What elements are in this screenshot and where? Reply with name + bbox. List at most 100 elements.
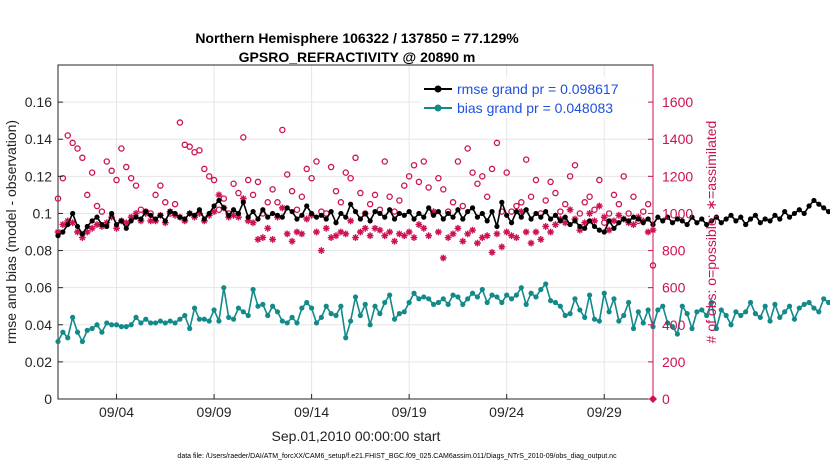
rmse-point — [660, 218, 666, 224]
possible-point — [396, 197, 403, 204]
bias-point — [626, 299, 632, 306]
y2-tick-label: 1200 — [662, 168, 693, 184]
possible-point — [532, 176, 540, 184]
possible-point — [244, 176, 252, 184]
bias-point — [387, 292, 393, 298]
assimilated-point — [454, 224, 462, 232]
possible-point — [542, 197, 549, 204]
possible-point — [639, 208, 647, 215]
rmse-point — [235, 210, 242, 217]
assimilated-point — [235, 213, 242, 221]
bias-point — [567, 311, 573, 317]
possible-point — [332, 187, 340, 195]
assimilated-point — [600, 213, 608, 221]
bias-point — [167, 318, 173, 324]
assimilated-point — [103, 219, 111, 227]
bias-point — [518, 285, 524, 291]
bias-point — [557, 303, 563, 309]
rmse-point — [230, 207, 237, 213]
bias-point — [728, 322, 734, 328]
rmse-point — [152, 216, 159, 222]
bias-point — [552, 299, 559, 306]
assimilated-point — [293, 228, 301, 236]
possible-point — [488, 165, 496, 173]
bias-point — [289, 314, 295, 320]
bias-point — [230, 316, 237, 322]
assimilated-point — [127, 213, 135, 221]
rmse-point — [309, 210, 315, 217]
possible-point — [620, 173, 627, 180]
assimilated-point — [581, 219, 589, 227]
possible-point — [127, 174, 135, 182]
possible-point — [425, 184, 432, 191]
assimilated-point — [210, 208, 218, 215]
possible-point — [615, 200, 623, 208]
possible-point — [386, 193, 393, 200]
bias-point — [791, 316, 798, 322]
rmse-point — [606, 218, 612, 224]
bias-point — [226, 314, 232, 320]
bias-point — [382, 299, 388, 306]
assimilated-point — [439, 254, 447, 262]
possible-point — [171, 200, 179, 208]
y-tick-label: 0.16 — [25, 94, 52, 110]
bias-point — [508, 296, 515, 302]
assimilated-point — [376, 226, 384, 234]
y2-tick-label: 600 — [662, 280, 686, 296]
rmse-point — [640, 220, 646, 226]
rmse-point — [289, 208, 295, 215]
bias-point — [70, 314, 76, 320]
assimilated-point — [488, 249, 496, 256]
bias-point — [543, 281, 549, 287]
possible-point — [283, 171, 291, 178]
bias-point — [357, 312, 363, 319]
bias-point — [786, 303, 793, 309]
rmse-point — [138, 216, 144, 222]
rmse-point — [411, 216, 417, 222]
bias-point — [465, 296, 471, 302]
rmse-point — [577, 223, 583, 230]
rmse-point — [547, 216, 554, 222]
bias-point — [713, 325, 720, 332]
rmse-point — [216, 197, 222, 204]
rmse-point — [143, 208, 149, 215]
rmse-point — [669, 220, 676, 226]
rmse-point — [469, 205, 476, 211]
bias-point — [528, 290, 534, 296]
assimilated-point — [352, 234, 359, 241]
assimilated-point — [59, 221, 67, 228]
rmse-point — [162, 218, 168, 224]
possible-point — [605, 210, 613, 217]
bias-point — [635, 309, 641, 315]
bias-point — [669, 324, 676, 330]
rmse-point — [801, 210, 807, 217]
rmse-point — [450, 214, 456, 220]
bias-point — [109, 322, 115, 328]
bias-point — [187, 325, 193, 332]
rmse-point — [460, 216, 466, 222]
bias-point — [450, 292, 456, 298]
rmse-point — [713, 214, 720, 220]
possible-point — [254, 178, 262, 186]
legend-rmse-marker — [434, 85, 442, 93]
assimilated-point — [586, 210, 593, 217]
bias-point — [630, 325, 637, 332]
assimilated-point — [513, 234, 520, 241]
bias-point — [240, 309, 246, 315]
rmse-point — [562, 214, 568, 220]
bias-point — [206, 318, 212, 324]
possible-point — [566, 173, 574, 180]
bias-point — [245, 312, 251, 319]
possible-point — [88, 169, 96, 176]
possible-point — [503, 169, 510, 176]
bias-point — [489, 292, 495, 298]
rmse-point — [426, 205, 432, 211]
assimilated-point — [498, 243, 506, 251]
bias-point — [162, 320, 168, 326]
assimilated-point — [361, 224, 369, 232]
assimilated-point — [356, 228, 364, 236]
possible-point — [347, 174, 354, 182]
rmse-point — [421, 214, 427, 220]
bias-point — [94, 322, 100, 328]
